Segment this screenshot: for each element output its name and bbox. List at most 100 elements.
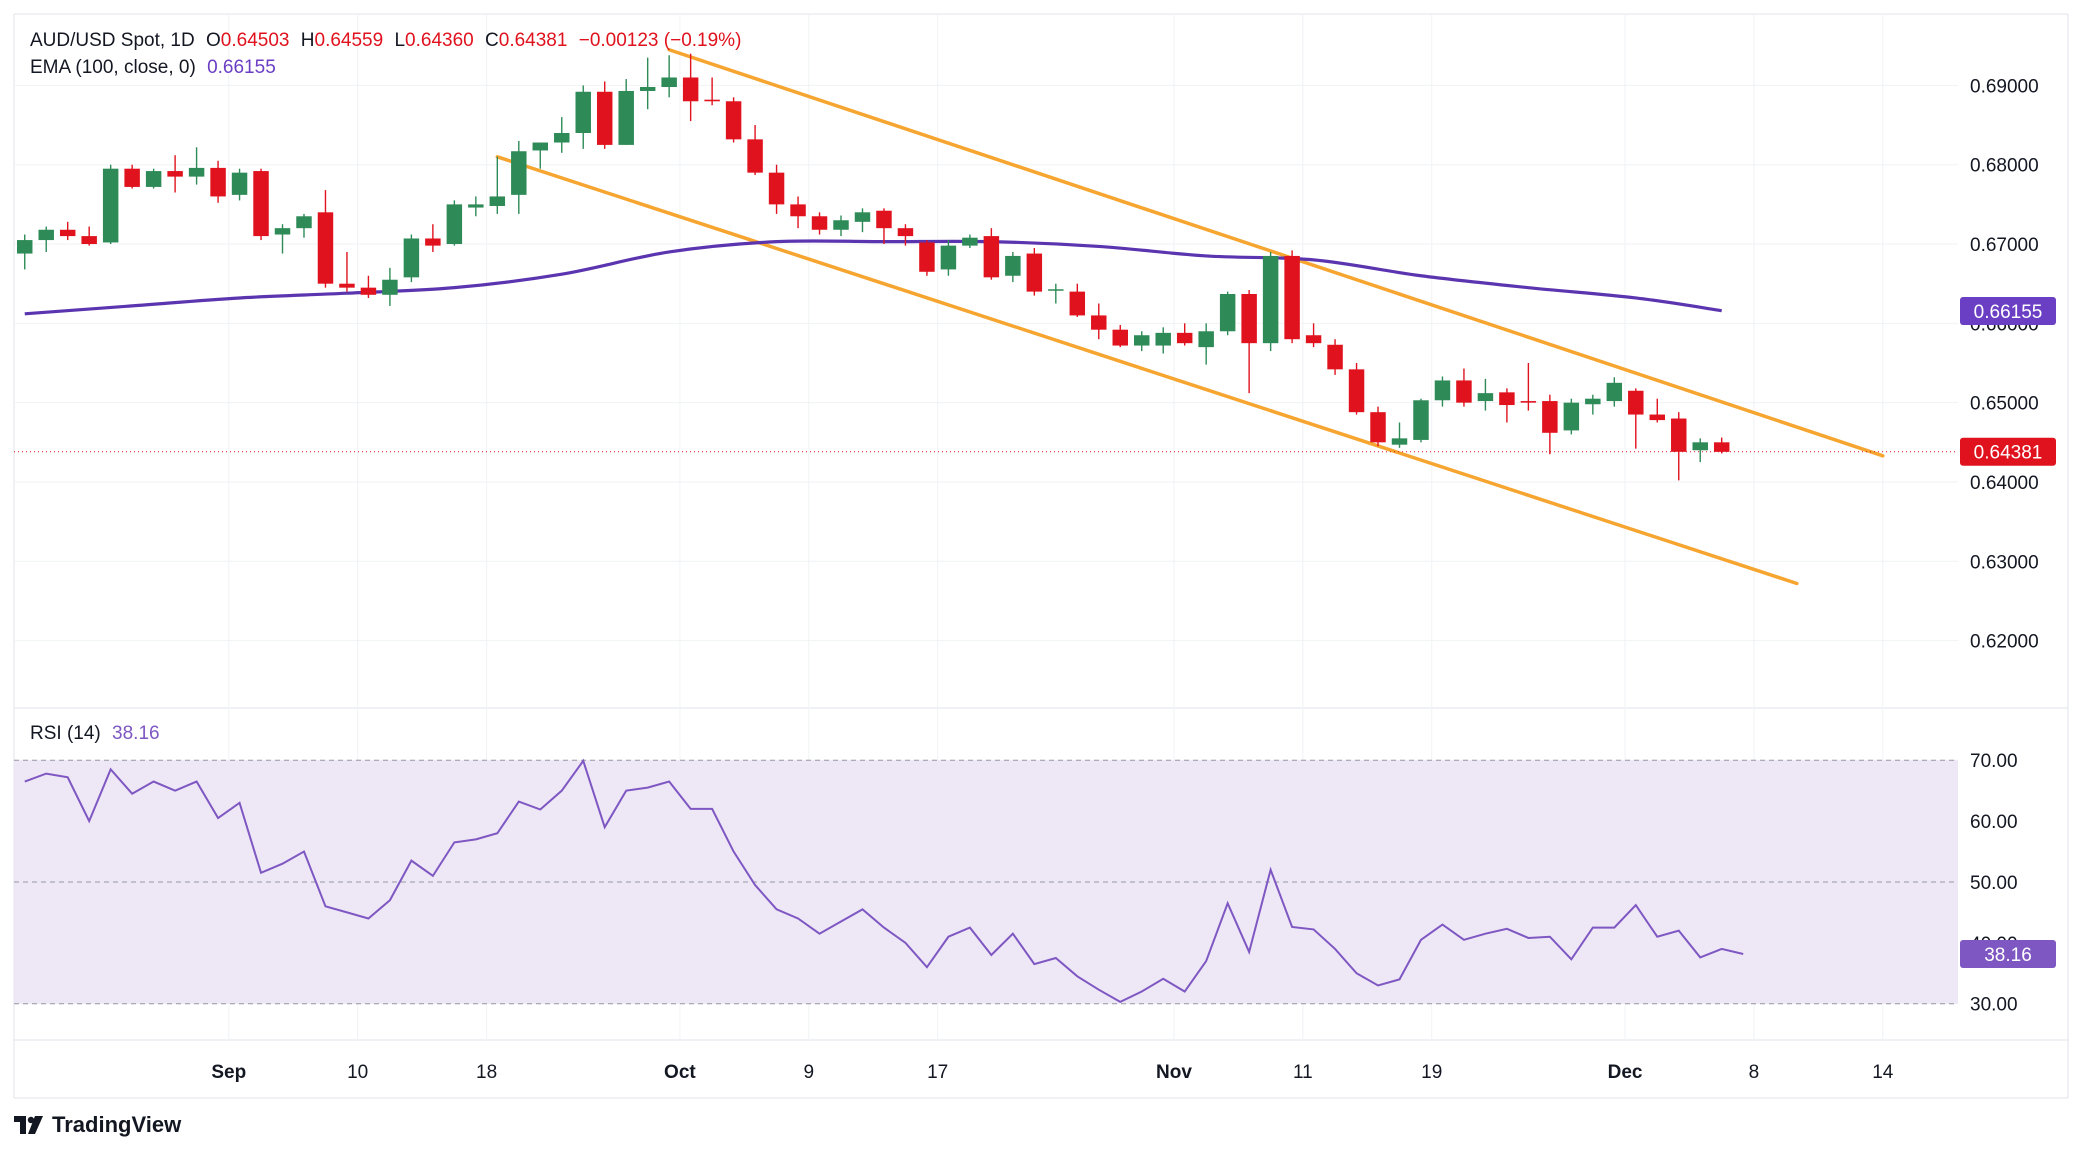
candle-body (253, 171, 269, 237)
ema-line (24, 239, 1722, 316)
candle-body (940, 245, 957, 270)
candle-body (1026, 253, 1043, 292)
candle-body (1048, 289, 1064, 291)
time-tick-label: 10 (347, 1062, 368, 1083)
rsi-line (24, 758, 1744, 1003)
rsi-14-line (24, 758, 1744, 1003)
candle-body (1434, 380, 1451, 401)
axes: Sep 10 18 Oct 9 17 Nov 11 19 Dec 8 14 0.69000 0.68000… (211, 76, 2038, 1083)
candle-body (919, 242, 935, 272)
ema-price-tag: 0.66155 (1974, 302, 2043, 323)
candle-body (339, 283, 355, 288)
rsi-tick-label: 50.00 (1970, 873, 2018, 894)
legend-rsi-value: 38.16 (112, 723, 160, 744)
candle-body (1606, 382, 1623, 402)
candle-body (317, 212, 334, 284)
candle-body (962, 237, 978, 246)
candle-body (145, 171, 162, 187)
candle-body (790, 204, 806, 217)
candle-body (1219, 294, 1236, 332)
time-tick-label: Sep (211, 1062, 246, 1083)
legend-rsi: RSI (14) 38.16 (30, 723, 166, 745)
time-tick-label: 14 (1872, 1062, 1894, 1083)
legend-open: O0.64503 (206, 30, 290, 51)
candle-body (1176, 332, 1193, 344)
candle-body (1284, 255, 1300, 340)
candle-body (17, 240, 33, 254)
candle-body (1585, 398, 1601, 405)
candle-body (1563, 402, 1580, 431)
candle-body (983, 236, 1000, 278)
candle-body (661, 77, 677, 87)
legend-rsi-label: RSI (14) (30, 723, 101, 744)
candle-body (1413, 400, 1429, 440)
time-tick-label: 18 (476, 1062, 497, 1083)
candle-body (1649, 414, 1666, 421)
rsi-value-tag: 38.16 (1984, 945, 2032, 966)
candle-body (1262, 255, 1279, 344)
legend-close: C0.64381 (485, 30, 568, 51)
candle-body (554, 133, 570, 143)
legend-ema: EMA (100, close, 0) 0.66155 (30, 57, 282, 79)
candle-body (1241, 294, 1257, 344)
candle-body (511, 151, 527, 195)
candle-body (1069, 291, 1086, 316)
last-price-tag: 0.64381 (1974, 443, 2043, 464)
candle-body (897, 228, 914, 237)
legend-change: −0.00123 (−0.19%) (578, 30, 742, 51)
price-tick-label: 0.62000 (1970, 632, 2039, 653)
time-tick-label: 11 (1293, 1062, 1313, 1083)
candle-body (639, 87, 656, 91)
legend-ema-label: EMA (100, close, 0) (30, 57, 196, 78)
candle-body (833, 220, 849, 230)
candle-body (124, 168, 140, 187)
rsi-tick-label: 70.00 (1970, 751, 2018, 772)
candle-body (1005, 255, 1021, 276)
candle-body (1456, 380, 1472, 403)
candle-body (489, 196, 506, 206)
time-tick-label: Dec (1608, 1062, 1643, 1083)
candle-body (1198, 331, 1214, 348)
candle-body (575, 91, 591, 133)
candle-body (618, 90, 634, 145)
channel-lower-line (495, 155, 1799, 586)
time-tick-label: 17 (927, 1062, 948, 1083)
last-price-tag-bg (1960, 437, 2056, 466)
candle-body (403, 238, 420, 278)
candle-body (102, 168, 119, 243)
candle-body (1155, 332, 1171, 346)
price-tick-label: 0.64000 (1970, 473, 2039, 494)
candle-body (382, 279, 398, 295)
candle-body (747, 139, 763, 173)
tradingview-name: TradingView (52, 1112, 182, 1137)
candle-body (274, 228, 291, 235)
candle-body (167, 171, 183, 177)
time-tick-label: Oct (664, 1062, 696, 1083)
ema-price-tag-bg (1960, 297, 2056, 326)
candle-body (446, 204, 463, 245)
candle-body (59, 229, 76, 237)
rsi-panel (14, 759, 1958, 1005)
legend-ema-value: 0.66155 (207, 57, 276, 78)
price-tick-label: 0.63000 (1970, 552, 2039, 573)
candle-body (425, 238, 441, 246)
candle-body (1692, 442, 1708, 451)
time-tick-label: Nov (1156, 1062, 1192, 1083)
candle-body (854, 212, 871, 222)
candle-body (468, 204, 484, 208)
candle-body (1327, 344, 1343, 370)
candle-body (1477, 393, 1494, 402)
rsi-value-tag-bg (1960, 940, 2056, 969)
price-tags: 0.66155 0.64381 38.16 (1960, 297, 2056, 969)
tradingview-brand[interactable]: TradingView (14, 1112, 181, 1138)
candle-body (360, 287, 377, 295)
legend-low: L0.64360 (394, 30, 474, 51)
rsi-tick-label: 60.00 (1970, 812, 2018, 833)
candle-body (876, 210, 892, 229)
candle-body (532, 142, 549, 151)
candle-body (1112, 329, 1128, 346)
price-tick-label: 0.69000 (1970, 76, 2039, 97)
candle-body (725, 101, 742, 140)
candle-body (1370, 412, 1386, 443)
legend-main: AUD/USD Spot, 1D O0.64503 H0.64559 L0.64… (30, 30, 747, 52)
